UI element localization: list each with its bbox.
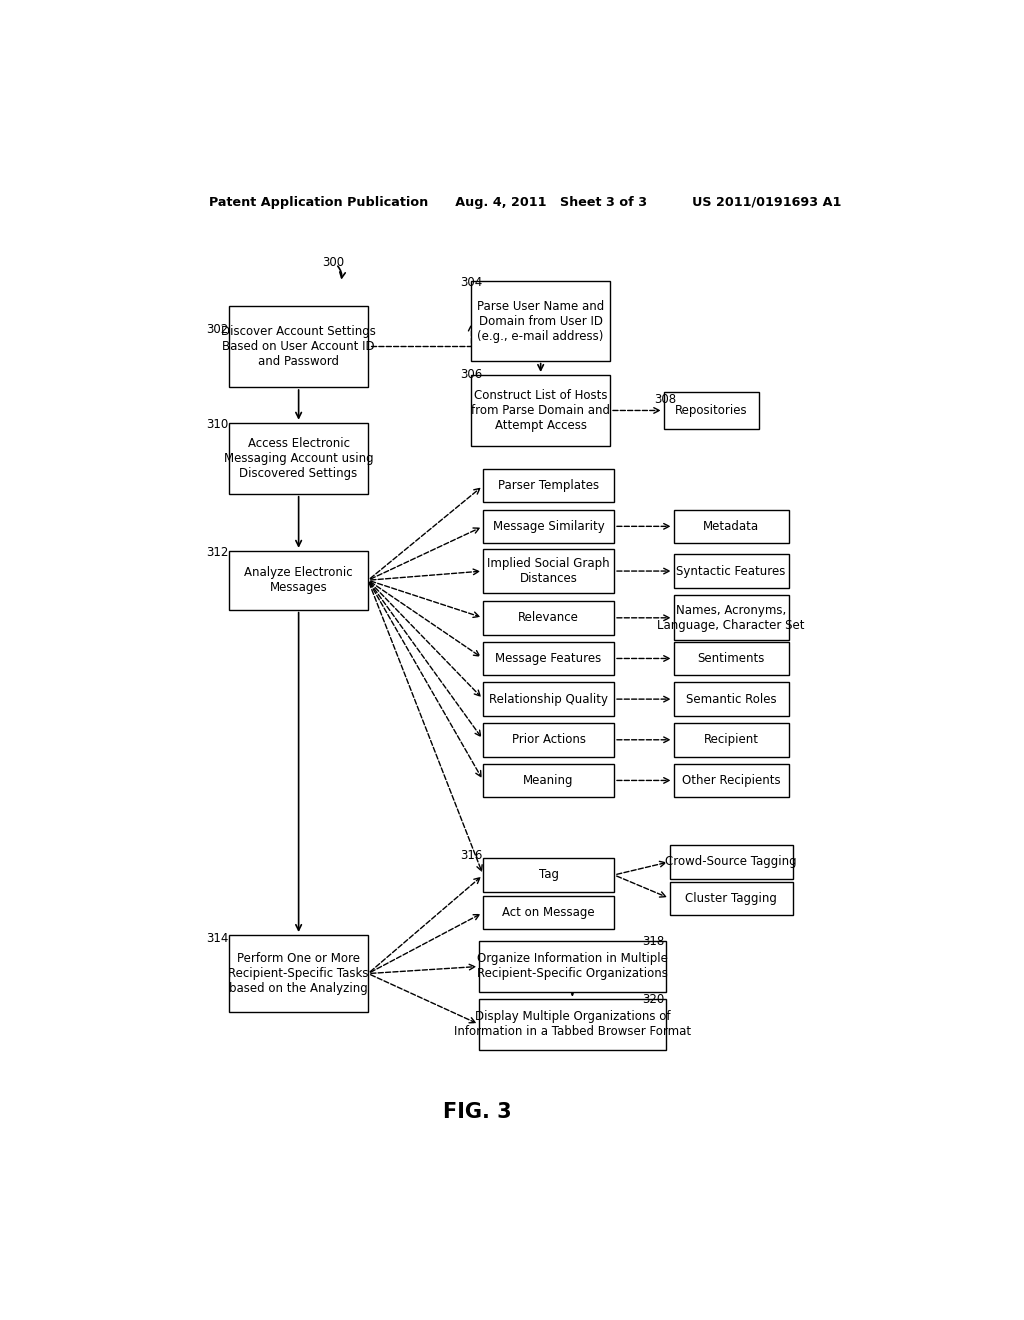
Text: Message Features: Message Features <box>496 652 602 665</box>
Text: Relevance: Relevance <box>518 611 579 624</box>
Bar <box>674 595 788 640</box>
Text: 314: 314 <box>206 932 228 945</box>
Bar <box>483 510 614 543</box>
Text: Implied Social Graph
Distances: Implied Social Graph Distances <box>487 557 610 585</box>
Text: Syntactic Features: Syntactic Features <box>677 565 785 578</box>
Bar <box>483 469 614 503</box>
Bar <box>229 306 368 387</box>
Text: Patent Application Publication      Aug. 4, 2011   Sheet 3 of 3          US 2011: Patent Application Publication Aug. 4, 2… <box>209 195 841 209</box>
Text: Organize Information in Multiple
Recipient-Specific Organizations: Organize Information in Multiple Recipie… <box>477 953 668 981</box>
Text: Sentiments: Sentiments <box>697 652 765 665</box>
Text: 304: 304 <box>460 276 482 289</box>
Bar <box>674 723 788 756</box>
Bar <box>674 642 788 676</box>
Text: 318: 318 <box>642 935 665 948</box>
Text: Cluster Tagging: Cluster Tagging <box>685 892 777 904</box>
Bar <box>483 764 614 797</box>
Text: Parse User Name and
Domain from User ID
(e.g., e-mail address): Parse User Name and Domain from User ID … <box>477 300 604 342</box>
Bar <box>483 896 614 929</box>
Text: 302: 302 <box>206 322 228 335</box>
Text: Names, Acronyms,
Language, Character Set: Names, Acronyms, Language, Character Set <box>657 603 805 632</box>
Text: Message Similarity: Message Similarity <box>493 520 604 533</box>
Text: Other Recipients: Other Recipients <box>682 774 780 787</box>
Bar <box>479 941 666 991</box>
Bar <box>471 281 610 360</box>
Text: Prior Actions: Prior Actions <box>512 734 586 746</box>
Text: Semantic Roles: Semantic Roles <box>686 693 776 706</box>
Text: Act on Message: Act on Message <box>503 906 595 919</box>
Bar <box>670 845 793 879</box>
Text: Meaning: Meaning <box>523 774 573 787</box>
Text: 310: 310 <box>206 418 228 432</box>
Bar <box>483 601 614 635</box>
Bar <box>674 510 788 543</box>
Bar <box>229 935 368 1012</box>
Text: Display Multiple Organizations of
Information in a Tabbed Browser Format: Display Multiple Organizations of Inform… <box>454 1010 691 1039</box>
Text: Tag: Tag <box>539 869 559 882</box>
Bar <box>229 550 368 610</box>
Text: Perform One or More
Recipient-Specific Tasks
based on the Analyzing: Perform One or More Recipient-Specific T… <box>228 952 369 995</box>
Text: Analyze Electronic
Messages: Analyze Electronic Messages <box>245 566 353 594</box>
Text: Parser Templates: Parser Templates <box>498 479 599 492</box>
Bar <box>670 882 793 915</box>
Text: 306: 306 <box>460 368 482 381</box>
Bar <box>483 723 614 756</box>
Text: Crowd-Source Tagging: Crowd-Source Tagging <box>666 855 797 869</box>
Text: FIG. 3: FIG. 3 <box>442 1102 512 1122</box>
Text: 300: 300 <box>323 256 344 268</box>
Bar <box>674 764 788 797</box>
Text: Discover Account Settings
Based on User Account ID
and Password: Discover Account Settings Based on User … <box>221 325 376 368</box>
Text: Recipient: Recipient <box>703 734 759 746</box>
Bar <box>483 642 614 676</box>
Bar <box>483 682 614 715</box>
Text: 320: 320 <box>642 994 665 1006</box>
Text: Relationship Quality: Relationship Quality <box>489 693 608 706</box>
Text: 308: 308 <box>654 393 676 405</box>
Bar <box>664 392 759 429</box>
Bar <box>483 549 614 594</box>
Text: Metadata: Metadata <box>703 520 759 533</box>
Text: Access Electronic
Messaging Account using
Discovered Settings: Access Electronic Messaging Account usin… <box>224 437 374 479</box>
Text: 316: 316 <box>460 849 482 862</box>
Text: Repositories: Repositories <box>675 404 748 417</box>
Bar <box>483 858 614 892</box>
Bar <box>479 999 666 1049</box>
Text: 312: 312 <box>206 546 228 560</box>
Bar <box>674 682 788 715</box>
Bar <box>674 554 788 587</box>
Text: Construct List of Hosts
from Parse Domain and
Attempt Access: Construct List of Hosts from Parse Domai… <box>471 389 610 432</box>
Bar <box>471 375 610 446</box>
Bar <box>229 422 368 494</box>
